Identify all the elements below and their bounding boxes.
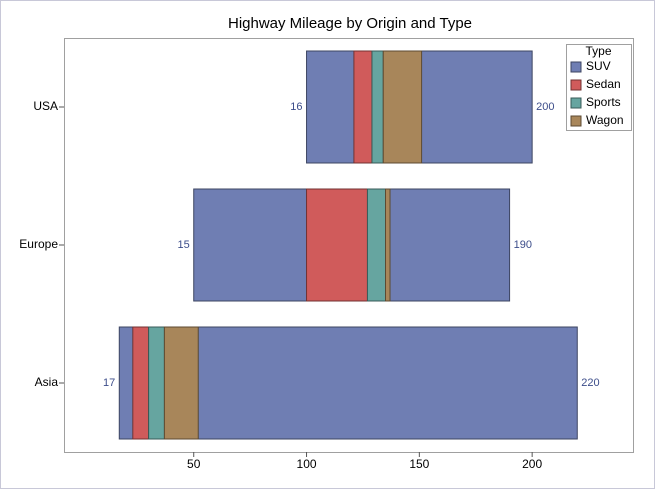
legend-label: Sports	[586, 95, 621, 109]
low-label: 16	[290, 101, 302, 113]
low-label: 15	[177, 239, 189, 251]
bar-segment	[353, 50, 373, 164]
legend-swatch	[570, 61, 582, 73]
chart-title: Highway Mileage by Origin and Type	[228, 15, 472, 32]
legend-swatch	[570, 79, 582, 91]
plot-frame	[64, 38, 634, 453]
legend-title: Type	[585, 44, 611, 58]
x-tick-label: 200	[522, 457, 542, 471]
high-label: 220	[581, 377, 599, 389]
bar-segment	[366, 188, 387, 302]
bar-segment	[385, 188, 391, 302]
bar-segment	[148, 326, 165, 440]
y-tick-label: USA	[33, 99, 58, 113]
y-tick-label: Asia	[35, 375, 59, 389]
x-tick-label: 100	[297, 457, 317, 471]
legend-swatch	[570, 97, 582, 109]
x-tick-label: 50	[187, 457, 201, 471]
bar-segment	[382, 50, 423, 164]
bar-segment	[306, 188, 368, 302]
legend-label: Sedan	[586, 77, 621, 91]
bar-segment	[132, 326, 150, 440]
legend-label: Wagon	[586, 113, 624, 127]
legend-swatch	[570, 115, 582, 127]
high-label: 200	[536, 101, 554, 113]
low-label: 17	[103, 377, 115, 389]
x-tick-label: 150	[409, 457, 429, 471]
bar-segment	[163, 326, 199, 440]
y-tick-label: Europe	[19, 237, 58, 251]
bar-segment	[371, 50, 384, 164]
legend-label: SUV	[586, 59, 611, 73]
high-label: 190	[514, 239, 532, 251]
